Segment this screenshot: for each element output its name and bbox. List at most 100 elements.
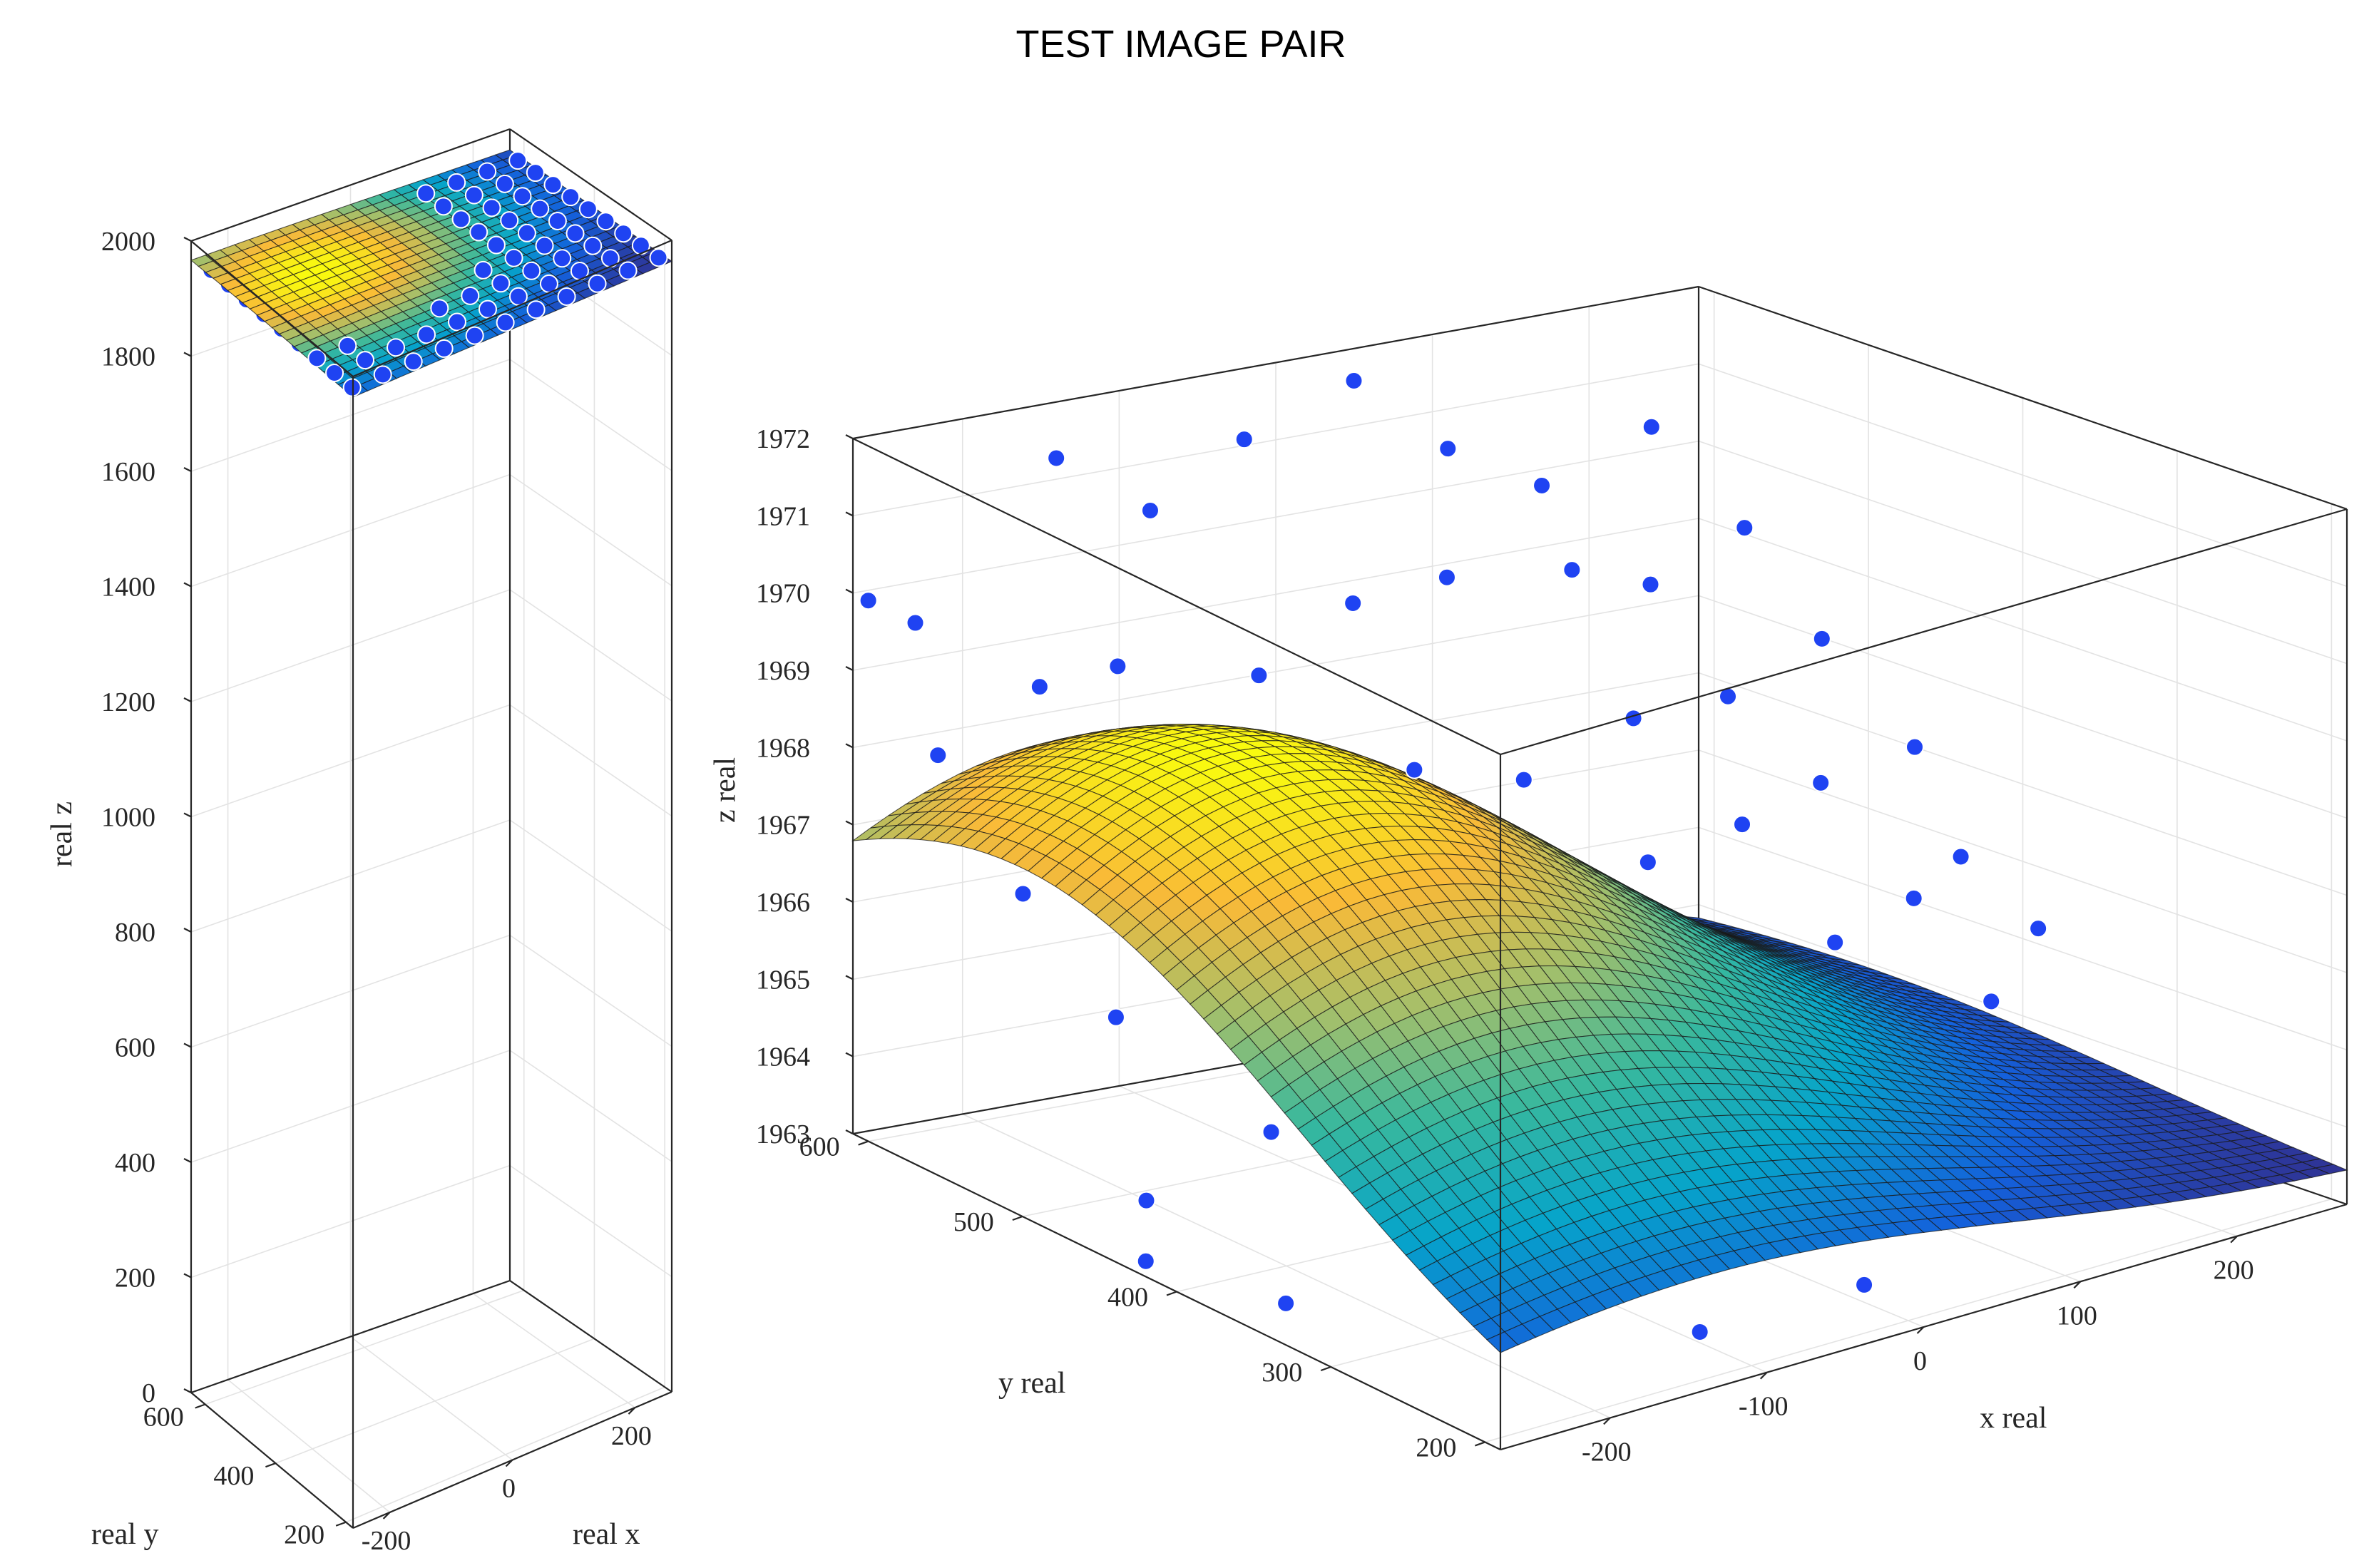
data-point-marker: [583, 236, 603, 255]
data-point-marker: [557, 287, 576, 306]
data-point-marker: [1855, 1275, 1874, 1294]
y-tick-mark: [335, 1521, 347, 1527]
data-point-marker: [1812, 629, 1831, 648]
axes-box-edge: [852, 285, 1699, 440]
z-tick-mark: [845, 975, 854, 980]
data-point-marker: [491, 274, 511, 293]
grid-line: [205, 1289, 525, 1405]
data-point-marker: [1951, 847, 1970, 866]
data-point-marker: [416, 325, 436, 344]
data-point-marker: [464, 185, 484, 205]
z-tick-mark: [183, 928, 192, 933]
data-point-marker: [1735, 518, 1754, 538]
x-tick-mark: [628, 1407, 636, 1415]
data-point-marker: [508, 151, 528, 170]
data-point-marker: [517, 223, 536, 242]
data-point-marker: [1013, 884, 1033, 903]
data-point-marker: [447, 312, 466, 332]
surface-facet: [1486, 1331, 1519, 1353]
grid-line: [509, 1164, 672, 1278]
data-point-marker: [1562, 560, 1582, 580]
y-tick-label: 500: [953, 1207, 994, 1237]
data-point-marker: [1047, 449, 1066, 468]
data-point-marker: [1533, 476, 1552, 495]
x-tick-mark: [2073, 1281, 2082, 1289]
data-point-marker: [1733, 815, 1752, 834]
data-point-marker: [1106, 1008, 1125, 1027]
data-point-marker: [1108, 657, 1127, 676]
data-point-marker: [307, 349, 327, 368]
x-tick-mark: [1759, 1371, 1768, 1380]
grid-line: [345, 1386, 665, 1523]
data-point-marker: [1641, 575, 1660, 594]
x-tick-mark: [2230, 1235, 2238, 1244]
z-tick-label: 1965: [756, 965, 810, 995]
data-point-marker: [342, 378, 362, 397]
data-point-marker: [1826, 933, 1845, 952]
data-point-marker: [1249, 666, 1269, 685]
y-tick-label: 600: [799, 1132, 840, 1162]
data-point-marker: [496, 313, 515, 332]
data-point-marker: [1811, 773, 1831, 792]
y-tick-label: 400: [213, 1461, 254, 1491]
data-point-marker: [469, 222, 488, 242]
data-point-marker: [434, 197, 453, 216]
z-tick-mark: [845, 666, 854, 671]
grid-line: [509, 934, 672, 1047]
y-axis-label: y real: [998, 1367, 1065, 1400]
data-point-marker: [566, 224, 585, 243]
z-tick-label: 1966: [756, 888, 810, 918]
z-tick-mark: [845, 898, 854, 903]
z-tick-mark: [183, 1273, 192, 1279]
grid-line: [1485, 1198, 2332, 1443]
axes-box-edge: [352, 239, 672, 378]
x-tick-mark: [1916, 1326, 1925, 1334]
grid-line: [509, 589, 672, 702]
data-point-marker: [1137, 1191, 1156, 1210]
z-tick-mark: [845, 434, 854, 439]
axes-box-edge: [1698, 285, 2348, 511]
data-point-marker: [522, 261, 541, 280]
data-point-marker: [373, 365, 392, 384]
data-point-marker: [1136, 1251, 1155, 1271]
y-tick-mark: [195, 1403, 206, 1409]
axes-box-edge: [190, 1279, 511, 1394]
y-tick-mark: [1475, 1441, 1485, 1447]
data-point-marker: [447, 173, 466, 192]
z-tick-label: 800: [115, 918, 155, 948]
data-point-marker: [649, 248, 668, 267]
z-tick-label: 1967: [756, 811, 810, 841]
z-tick-mark: [183, 1158, 192, 1163]
left-3d-axes[interactable]: 0200400600800100012001400160018002000-20…: [46, 128, 673, 1556]
right-3d-axes[interactable]: 1963 1964 1965 1966 1967 1968 1969 1970 1971 1972…: [709, 285, 2348, 1467]
y-tick-mark: [1166, 1291, 1177, 1296]
z-tick-label: 0: [142, 1378, 155, 1408]
data-point-marker: [1140, 501, 1160, 521]
z-tick-mark: [183, 467, 192, 472]
figure-title: TEST IMAGE PAIR: [1015, 23, 1346, 66]
data-point-marker: [1277, 1293, 1296, 1313]
data-point-marker: [1642, 417, 1661, 436]
z-tick-mark: [845, 588, 854, 594]
y-tick-mark: [858, 1140, 869, 1146]
data-point-marker: [504, 248, 523, 267]
data-point-marker: [1690, 1322, 1709, 1341]
axes-box-edge: [1500, 508, 2348, 756]
data-point-marker: [387, 338, 406, 357]
data-point-marker: [526, 163, 545, 183]
data-point-marker: [430, 299, 449, 318]
data-point-marker: [928, 746, 948, 765]
data-point-marker: [404, 352, 423, 371]
data-point-marker: [2029, 919, 2048, 938]
data-point-marker: [543, 175, 563, 195]
data-point-marker: [513, 187, 532, 206]
data-point-marker: [1514, 770, 1533, 789]
data-point-marker: [500, 211, 519, 230]
grid-line: [509, 473, 672, 587]
z-tick-label: 1971: [756, 501, 810, 531]
x-axis-label: real x: [573, 1518, 640, 1551]
data-point-marker: [451, 210, 471, 229]
z-axis-label: real z: [46, 801, 78, 867]
axes-box-edge: [852, 438, 1501, 755]
grid-line: [509, 1050, 672, 1162]
